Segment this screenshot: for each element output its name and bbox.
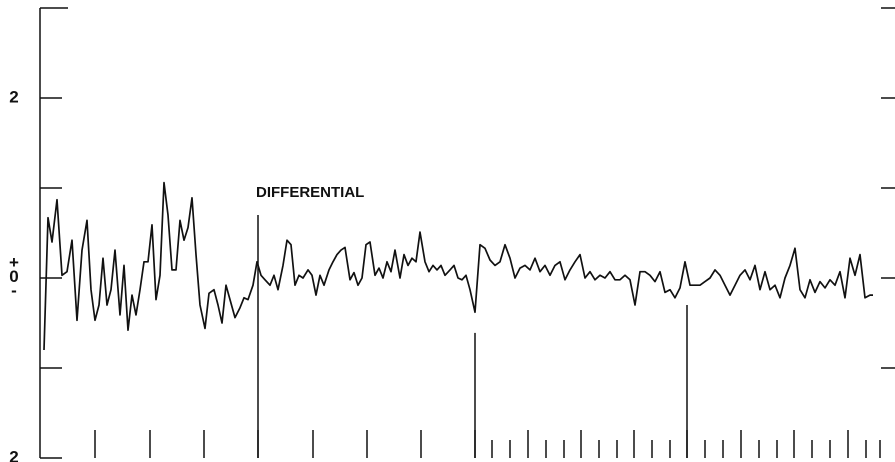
y-tick-label: 2: [9, 447, 18, 462]
y-tick-label: +0-: [9, 253, 19, 300]
y-tick-label: 2: [9, 87, 18, 106]
annotation: DIFFERENTIAL: [256, 184, 364, 201]
trace: [43, 181, 873, 351]
